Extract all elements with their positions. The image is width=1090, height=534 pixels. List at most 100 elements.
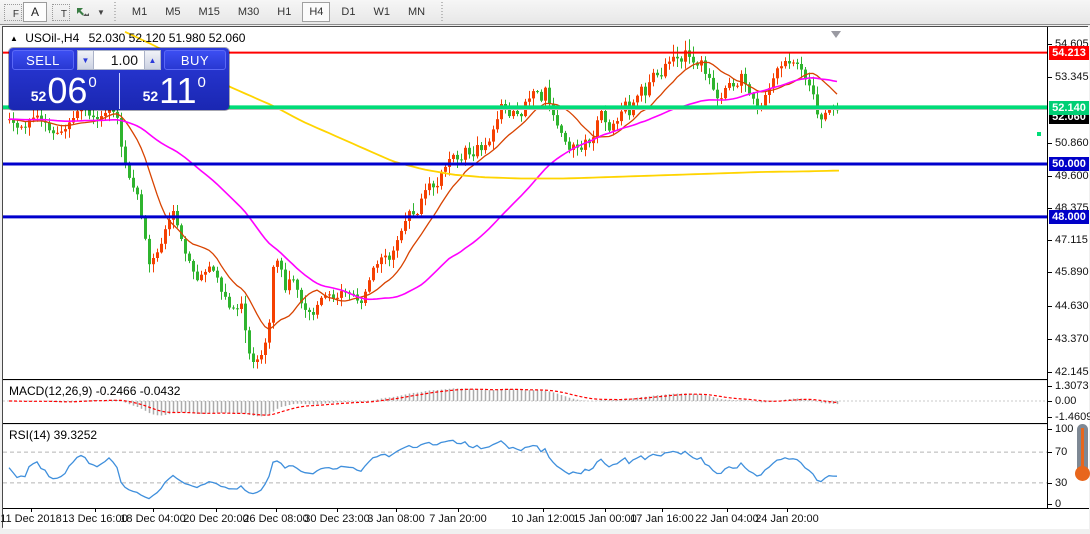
axis-tick — [1048, 240, 1052, 241]
price-tick-label: 49.600 — [1055, 170, 1089, 182]
ohlc-values: 52.030 52.120 51.980 52.060 — [88, 31, 246, 45]
time-label: 20 Dec 20:00 — [183, 513, 249, 525]
candles-layer — [8, 39, 839, 369]
rsi-label: RSI(14) 39.3252 — [9, 428, 98, 442]
axis-tick — [1048, 272, 1052, 273]
rsi-scale-label: 0 — [1055, 498, 1062, 510]
timeframe-button-M30[interactable]: M30 — [231, 2, 266, 22]
axis-tick — [1048, 44, 1052, 45]
pane-divider[interactable] — [3, 379, 1089, 381]
price-tick-label: 53.345 — [1055, 71, 1089, 83]
time-tick — [458, 508, 459, 512]
macd-signal-line — [9, 388, 838, 416]
time-label: 24 Jan 20:00 — [755, 513, 819, 525]
price-tick-label: 50.860 — [1055, 137, 1089, 149]
price-tick-label: 47.115 — [1055, 234, 1088, 246]
price-tick-label: 42.145 — [1055, 366, 1089, 378]
macd-scale-label: 0.00 — [1055, 395, 1077, 407]
collapse-triangle-icon[interactable]: ▲ — [10, 34, 18, 43]
time-label: 7 Jan 20:00 — [429, 513, 487, 525]
time-label: 30 Dec 23:00 — [304, 513, 370, 525]
macd-pane-canvas[interactable] — [3, 381, 1047, 423]
slow-ma-line — [124, 30, 840, 180]
rsi-scale-label: 100 — [1055, 423, 1074, 435]
bid-price-pipette: 0 — [88, 74, 97, 91]
timeframe-button-H4[interactable]: H4 — [302, 2, 331, 22]
cursor-arrows-icon — [77, 8, 89, 16]
time-axis[interactable]: 11 Dec 2018 13 Dec 16:00 18 Dec 04:00 20 De… — [0, 508, 1089, 529]
volume-input[interactable] — [94, 50, 144, 70]
time-tick — [95, 508, 96, 512]
rsi-scale-label: 30 — [1055, 477, 1068, 489]
bid-price-display[interactable]: 52 06 0 — [9, 73, 120, 109]
buy-button[interactable]: BUY — [164, 50, 226, 70]
axis-tick — [1048, 417, 1052, 418]
text-tool-button[interactable]: T — [52, 3, 70, 21]
time-tick — [787, 508, 788, 512]
pane-divider[interactable] — [3, 423, 1089, 425]
price-axis-separator — [1047, 27, 1048, 508]
time-label: 22 Jan 04:00 — [695, 513, 759, 525]
ask-price-pipette: 0 — [197, 74, 206, 91]
frame-f-icon[interactable]: F — [4, 3, 22, 21]
sell-button[interactable]: SELL — [12, 50, 74, 70]
axis-tick — [1048, 401, 1052, 402]
time-tick — [727, 508, 728, 512]
dropdown-caret-icon[interactable]: ▼ — [97, 7, 105, 17]
time-tick — [31, 508, 32, 512]
cursor-tool-button[interactable] — [71, 2, 95, 22]
timeframe-button-MN[interactable]: MN — [401, 2, 432, 22]
chart-window: 54.605 53.345 50.860 49.600 48.375 47.115 45.8… — [0, 26, 1090, 529]
timeframe-button-W1[interactable]: W1 — [366, 2, 397, 22]
rsi-scale-label: 70 — [1055, 446, 1068, 458]
macd-scale-label: 1.3073 — [1055, 380, 1089, 392]
rsi-pane-canvas[interactable] — [3, 425, 1047, 506]
macd-histogram — [12, 388, 839, 417]
toolbar-separator — [439, 1, 445, 23]
macd-label: MACD(12,26,9) -0.2466 -0.0432 — [9, 384, 181, 398]
symbol-period-label: USOil-,H4 — [25, 31, 80, 45]
chart-title: ▲ USOil-,H4 52.030 52.120 51.980 52.060 — [10, 31, 245, 45]
hline-handle[interactable] — [1036, 131, 1042, 137]
timeframe-group: M1 M5 M15 M30 H1 H4 D1 W1 MN — [123, 2, 434, 22]
time-tick — [605, 508, 606, 512]
axis-tick — [1048, 176, 1052, 177]
timeframe-button-D1[interactable]: D1 — [334, 2, 362, 22]
timeframe-button-M15[interactable]: M15 — [191, 2, 226, 22]
axis-tick — [1048, 306, 1052, 307]
time-label: 11 Dec 2018 — [0, 513, 62, 525]
volume-decrease-button[interactable]: ▼ — [77, 50, 94, 70]
one-click-trade-panel: SELL ▼ ▲ BUY 52 06 0 52 11 0 — [9, 48, 229, 110]
timeframe-button-M5[interactable]: M5 — [158, 2, 187, 22]
price-badge-50.000: 50.000 — [1049, 157, 1089, 171]
chart-shift-marker[interactable] — [831, 31, 841, 38]
axis-tick — [1048, 372, 1052, 373]
axis-tick — [1048, 208, 1052, 209]
axis-tick — [1048, 386, 1052, 387]
time-tick — [153, 508, 154, 512]
thermometer-icon — [1074, 424, 1090, 486]
font-tool-button[interactable]: A — [23, 2, 47, 22]
mid-ma-line — [8, 76, 838, 301]
time-label: 18 Dec 04:00 — [120, 513, 186, 525]
price-badge-48.000: 48.000 — [1049, 210, 1089, 224]
price-badge-54.213: 54.213 — [1049, 46, 1089, 60]
timeframe-button-H1[interactable]: H1 — [270, 2, 298, 22]
time-tick — [662, 508, 663, 512]
volume-increase-button[interactable]: ▲ — [144, 50, 161, 70]
time-label: 26 Dec 08:00 — [243, 513, 309, 525]
axis-tick — [1048, 452, 1052, 453]
price-tick-label: 43.370 — [1055, 333, 1089, 345]
rsi-line — [8, 439, 838, 500]
price-axis[interactable]: 54.605 53.345 50.860 49.600 48.375 47.115 45.8… — [1048, 27, 1090, 510]
time-tick — [216, 508, 217, 512]
timeframe-button-M1[interactable]: M1 — [125, 2, 154, 22]
time-label: 3 Jan 08:00 — [367, 513, 425, 525]
ask-price-display[interactable]: 52 11 0 — [120, 73, 230, 109]
price-tick-label: 45.890 — [1055, 266, 1089, 278]
toolbar-separator — [112, 1, 118, 23]
volume-stepper: ▼ ▲ — [77, 50, 161, 70]
time-tick — [396, 508, 397, 512]
time-label: 10 Jan 12:00 — [511, 513, 575, 525]
